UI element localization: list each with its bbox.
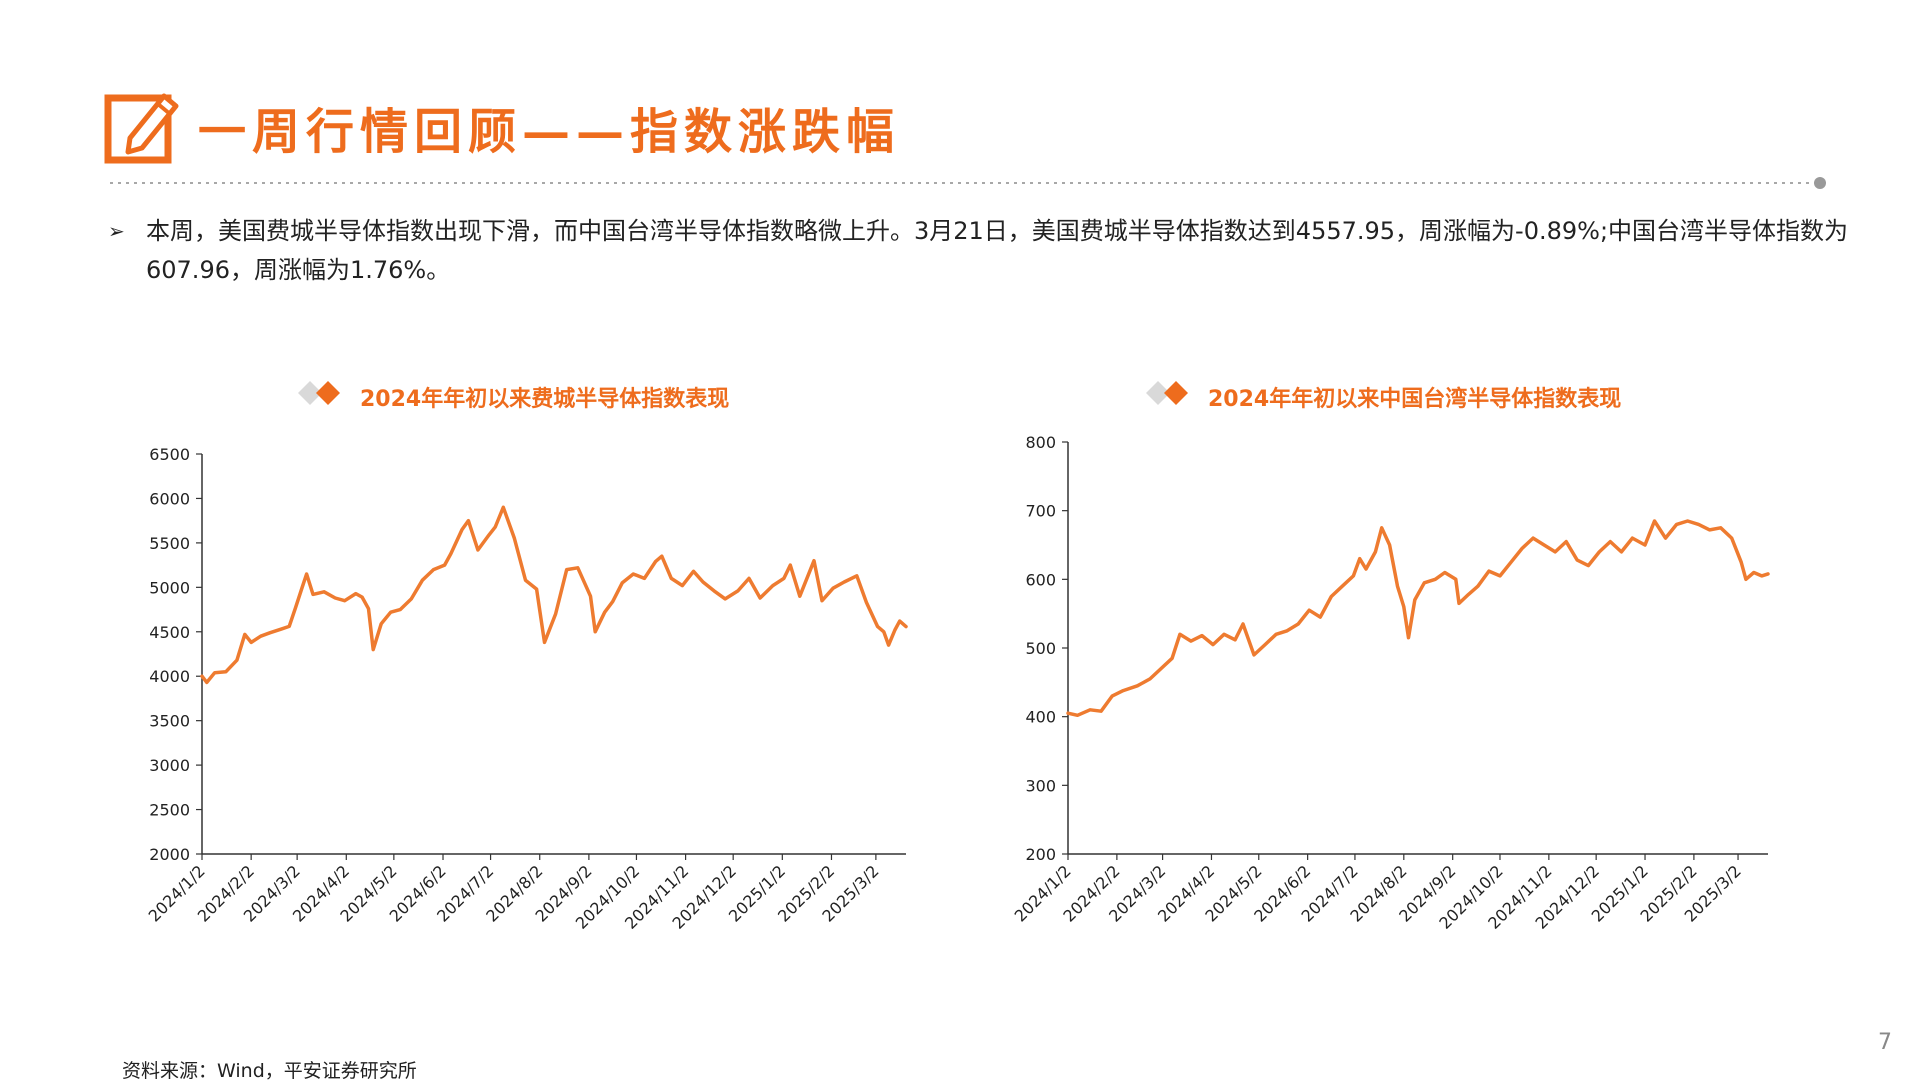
chart1-title: 2024年年初以来费城半导体指数表现 bbox=[360, 387, 730, 412]
data-source-note: 资料来源：Wind，平安证券研究所 bbox=[122, 1060, 417, 1082]
index-series-line bbox=[1066, 519, 1770, 718]
chart2-title: 2024年年初以来中国台湾半导体指数表现 bbox=[1208, 387, 1622, 412]
y-tick-label: 3000 bbox=[149, 756, 190, 775]
y-tick-label: 500 bbox=[1025, 639, 1056, 658]
y-tick-label: 5500 bbox=[149, 534, 190, 553]
page-title: 一周行情回顾——指数涨跌幅 bbox=[198, 104, 901, 160]
y-tick-label: 600 bbox=[1025, 570, 1056, 589]
y-tick-label: 2000 bbox=[149, 845, 190, 864]
y-tick-label: 4500 bbox=[149, 623, 190, 642]
summary-bullet: ➢ 本周，美国费城半导体指数出现下滑，而中国台湾半导体指数略微上升。3月21日，… bbox=[108, 212, 1888, 290]
y-tick-label: 800 bbox=[1025, 433, 1056, 452]
header-divider bbox=[110, 177, 1826, 189]
taiwan-semi-index-chart: 2003004005006007008002024/1/22024/2/2202… bbox=[1011, 433, 1770, 933]
diamond-marker-icon bbox=[298, 381, 340, 405]
y-tick-label: 6000 bbox=[149, 489, 190, 508]
y-tick-label: 400 bbox=[1025, 708, 1056, 727]
index-series-line bbox=[200, 505, 908, 685]
y-tick-label: 300 bbox=[1025, 776, 1056, 795]
y-tick-label: 4000 bbox=[149, 667, 190, 686]
sox-index-chart: 2000 2500 3000 3500 4000 4500 5000 5500 6000 6500… bbox=[145, 445, 908, 933]
y-tick-label: 200 bbox=[1025, 845, 1056, 864]
summary-text: 本周，美国费城半导体指数出现下滑，而中国台湾半导体指数略微上升。3月21日，美国… bbox=[146, 217, 1849, 284]
arrow-bullet-icon: ➢ bbox=[108, 219, 125, 243]
y-tick-label: 5000 bbox=[149, 578, 190, 597]
y-tick-label: 6500 bbox=[149, 445, 190, 464]
page-number: 7 bbox=[1878, 1030, 1892, 1055]
y-tick-label: 2500 bbox=[149, 801, 190, 820]
y-tick-label: 3500 bbox=[149, 712, 190, 731]
y-tick-label: 700 bbox=[1025, 502, 1056, 521]
diamond-marker-icon bbox=[1146, 381, 1188, 405]
pencil-edit-icon bbox=[104, 93, 179, 164]
